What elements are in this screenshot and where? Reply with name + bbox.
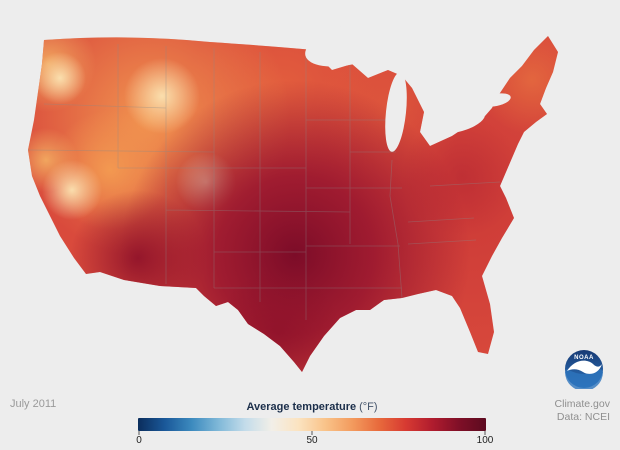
legend-gradient-bar — [138, 418, 486, 431]
tick-label-50: 50 — [306, 435, 318, 446]
date-label: July 2011 — [10, 398, 57, 410]
us-temperature-map — [28, 21, 558, 372]
credit-climate-gov: Climate.gov — [554, 398, 610, 410]
tick-label-100: 100 — [476, 435, 494, 446]
credits: Climate.gov Data: NCEI — [555, 398, 610, 424]
temperature-legend: Average temperature (°F) 0 50 100 — [136, 401, 493, 447]
noaa-logo-ocean — [565, 369, 603, 389]
tick-mark-100 — [484, 431, 486, 435]
legend-ticks: 0 50 100 — [136, 431, 493, 447]
credit-data-source: Data: NCEI — [556, 411, 610, 423]
noaa-gull-icon — [567, 360, 602, 374]
legend-title-text: Average temperature — [246, 401, 357, 413]
tick-label-0: 0 — [136, 435, 142, 446]
noaa-logo-text: NOAA — [574, 355, 594, 361]
great-lakes — [305, 21, 511, 152]
legend-unit: (°F) — [359, 401, 378, 413]
tick-mark-50 — [311, 431, 313, 435]
lake-superior — [305, 21, 399, 67]
lake-erie — [443, 111, 485, 133]
lake-ontario — [481, 93, 511, 107]
lake-michigan — [385, 72, 407, 152]
noaa-logo: NOAA — [565, 350, 603, 389]
lake-huron — [421, 66, 463, 110]
state-borders — [28, 44, 501, 320]
legend-title: Average temperature (°F) — [138, 401, 486, 416]
tick-mark-0 — [138, 431, 140, 435]
